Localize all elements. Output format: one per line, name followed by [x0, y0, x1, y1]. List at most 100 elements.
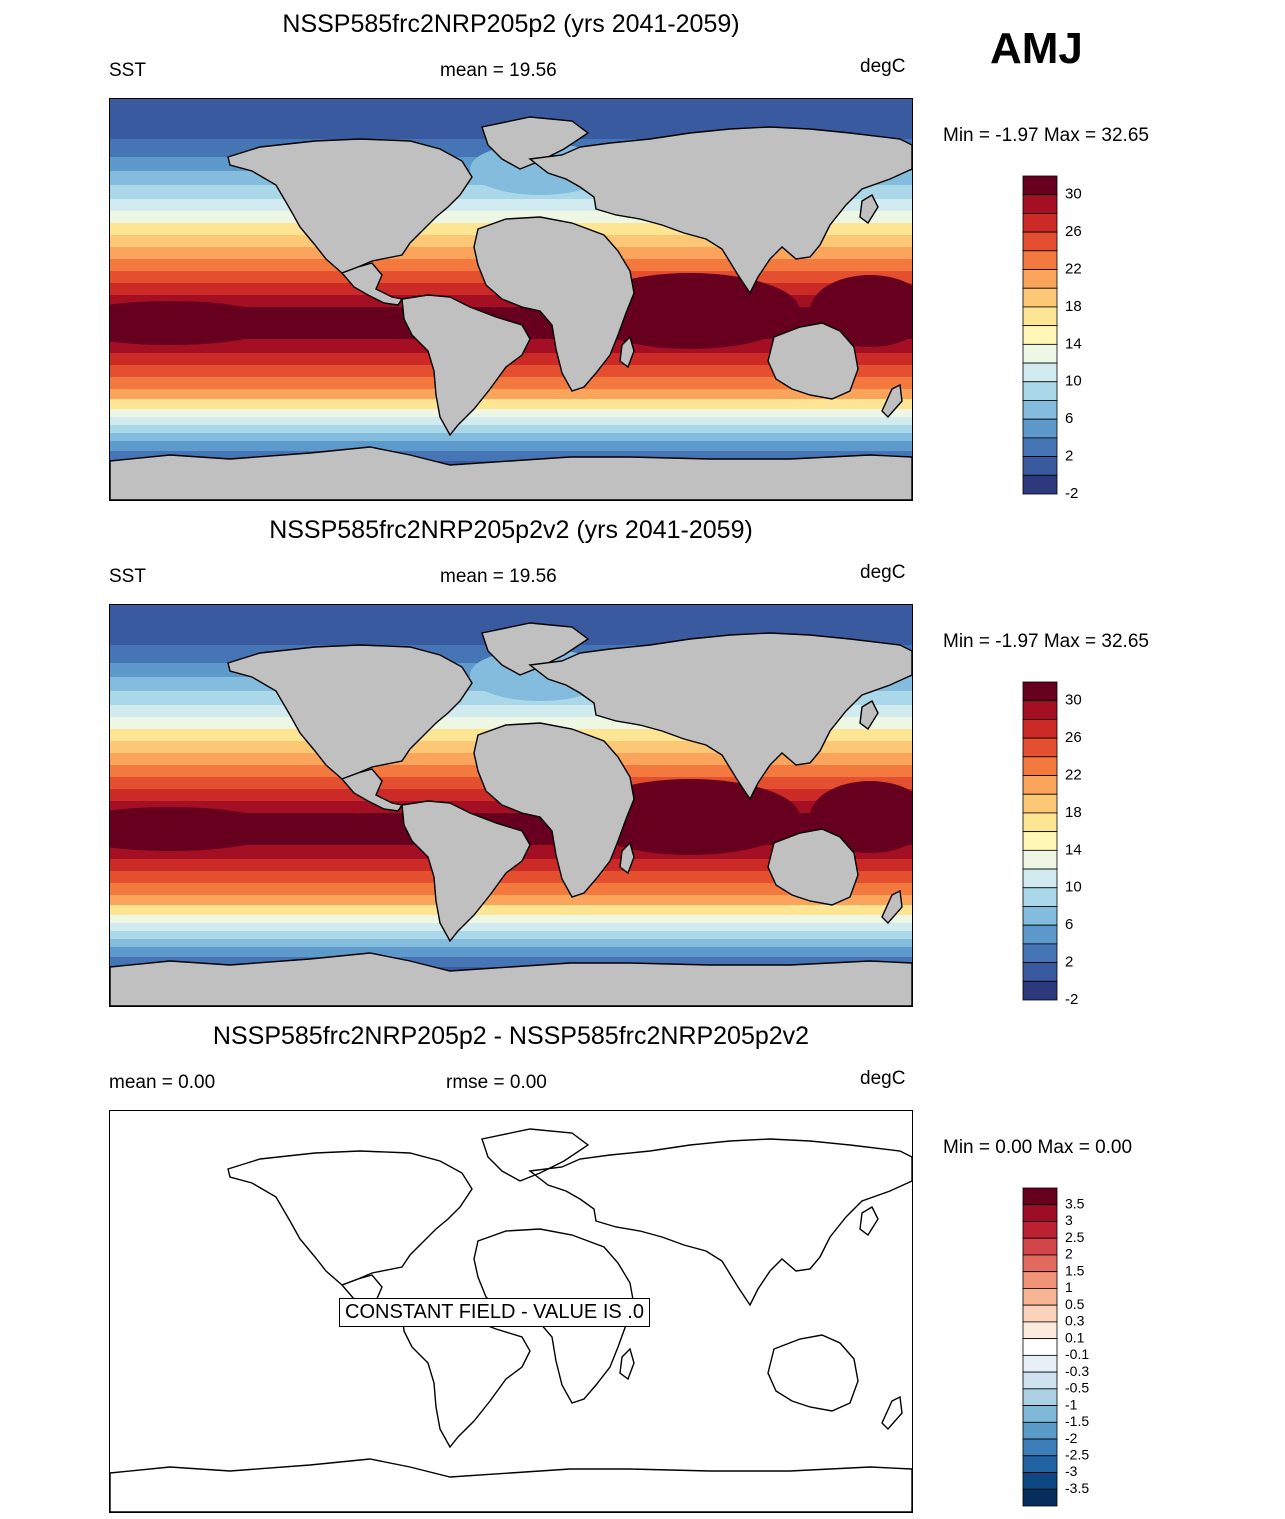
- panel2-colorbar: 30 26 22 18 14 10 6 2 -2: [1022, 681, 1093, 1008]
- panel2-map-svg: [110, 605, 912, 1006]
- colorbar-tick-label: -2.5: [1065, 1446, 1089, 1462]
- panel1-units: degC: [860, 56, 906, 77]
- sst-band: [110, 939, 912, 947]
- colorbar-tick-label: 10: [1065, 879, 1082, 896]
- panel1-mean-label: mean = 19.56: [440, 60, 557, 81]
- land-north-america: [227, 138, 473, 274]
- land-antarctica: [110, 952, 912, 1006]
- land-new-zealand: [881, 889, 903, 925]
- indian-ocean-warm-pool: [580, 273, 800, 349]
- colorbar-swatch: [1022, 1405, 1058, 1423]
- land-madagascar: [619, 335, 635, 369]
- sst-band: [110, 957, 912, 967]
- colorbar-swatch: [1022, 343, 1058, 364]
- sst-band: [110, 905, 912, 915]
- panel3-colorbar-svg: 3.532.521.510.50.30.1-0.1-0.3-0.5-1-1.5-…: [1022, 1187, 1089, 1507]
- land-new-zealand: [881, 383, 903, 419]
- coastline-eurasia: [528, 1138, 912, 1307]
- sst-band: [110, 409, 912, 417]
- land-australia: [767, 322, 859, 400]
- colorbar-swatch: [1022, 400, 1058, 420]
- colorbar-tick-label: 14: [1065, 335, 1082, 352]
- panel2-sst-map: [109, 604, 913, 1007]
- sst-band: [110, 871, 912, 883]
- colorbar-swatch: [1022, 381, 1058, 401]
- coastline-madagascar: [619, 1347, 635, 1381]
- sst-band: [110, 947, 912, 957]
- colorbar-swatch: [1022, 213, 1058, 233]
- colorbar-tick-label: -3.5: [1065, 1480, 1089, 1496]
- colorbar-tick-label: -1.5: [1065, 1413, 1089, 1429]
- indian-ocean-warm-pool: [580, 779, 800, 855]
- sst-band: [110, 923, 912, 931]
- panel1-sst-map: [109, 98, 913, 501]
- colorbar-tick-label: 1.5: [1065, 1262, 1085, 1278]
- colorbar-tick-label: 2: [1065, 448, 1073, 465]
- panel1-variable-label: SST: [109, 60, 146, 81]
- colorbar-swatch: [1022, 1371, 1058, 1390]
- colorbar-swatch: [1022, 980, 1058, 1001]
- colorbar-swatch: [1022, 1221, 1058, 1239]
- sst-band: [110, 883, 912, 895]
- colorbar-tick-label: 2: [1065, 1246, 1073, 1262]
- colorbar-tick-label: 26: [1065, 729, 1082, 746]
- sst-band: [110, 417, 912, 425]
- colorbar-tick-label: -0.3: [1065, 1363, 1089, 1379]
- land-eurasia: [528, 632, 912, 801]
- land-central-america: [340, 262, 404, 306]
- colorbar-swatch: [1022, 437, 1058, 457]
- panel3-rmse-label: rmse = 0.00: [446, 1072, 547, 1093]
- colorbar-tick-label: -0.5: [1065, 1380, 1089, 1396]
- land-japan: [859, 700, 879, 731]
- colorbar-tick-label: 10: [1065, 373, 1082, 390]
- colorbar-swatch: [1022, 924, 1058, 945]
- colorbar-swatch: [1022, 700, 1058, 720]
- colorbar-tick-label: 3: [1065, 1212, 1073, 1228]
- land-eurasia: [528, 126, 912, 295]
- colorbar-swatch: [1022, 418, 1058, 439]
- arctic-ice-water: [110, 605, 912, 627]
- season-label: AMJ: [990, 24, 1083, 73]
- land-africa: [473, 722, 635, 898]
- sst-band: [110, 399, 912, 409]
- colorbar-swatch: [1022, 362, 1058, 383]
- coastline-new-zealand: [881, 1395, 903, 1431]
- colorbar-swatch: [1022, 1304, 1058, 1323]
- land-australia: [767, 828, 859, 906]
- panel2-colorbar-svg: 30 26 22 18 14 10 6 2 -2: [1022, 681, 1082, 1008]
- colorbar-swatch: [1022, 1204, 1058, 1222]
- coastline-south-america: [401, 1306, 531, 1449]
- panel2-units: degC: [860, 562, 906, 583]
- colorbar-swatch: [1022, 231, 1058, 252]
- eastern-pacific-warm-pool: [110, 807, 280, 851]
- colorbar-swatch: [1022, 306, 1058, 327]
- land-japan: [859, 194, 879, 225]
- colorbar-swatch: [1022, 1388, 1058, 1406]
- colorbar-swatch: [1022, 1438, 1058, 1457]
- colorbar-swatch: [1022, 868, 1058, 889]
- colorbar-swatch: [1022, 194, 1058, 214]
- land-antarctica: [110, 446, 912, 500]
- colorbar-swatch: [1022, 1237, 1058, 1256]
- land-madagascar: [619, 841, 635, 875]
- colorbar-swatch: [1022, 1187, 1058, 1206]
- sst-band: [110, 931, 912, 939]
- sst-band: [110, 895, 912, 905]
- colorbar-swatch: [1022, 962, 1058, 982]
- colorbar-swatch: [1022, 681, 1058, 702]
- colorbar-tick-label: -2: [1065, 991, 1078, 1008]
- colorbar-tick-label: 0.1: [1065, 1329, 1085, 1345]
- colorbar-tick-label: 6: [1065, 916, 1073, 933]
- colorbar-tick-label: 6: [1065, 410, 1073, 427]
- panel2-minmax: Min = -1.97 Max = 32.65: [943, 631, 1149, 652]
- colorbar-tick-label: -2: [1065, 1430, 1078, 1446]
- arctic-ice-water: [110, 99, 912, 121]
- colorbar-tick-label: 18: [1065, 804, 1082, 821]
- colorbar-swatch: [1022, 1488, 1058, 1507]
- colorbar-tick-label: 0.3: [1065, 1313, 1085, 1329]
- constant-field-note: CONSTANT FIELD - VALUE IS .0: [339, 1298, 650, 1327]
- panel3-title: NSSP585frc2NRP205p2 - NSSP585frc2NRP205p…: [212, 1022, 810, 1050]
- colorbar-swatch: [1022, 1321, 1058, 1340]
- colorbar-swatch: [1022, 943, 1058, 963]
- colorbar-swatch: [1022, 849, 1058, 870]
